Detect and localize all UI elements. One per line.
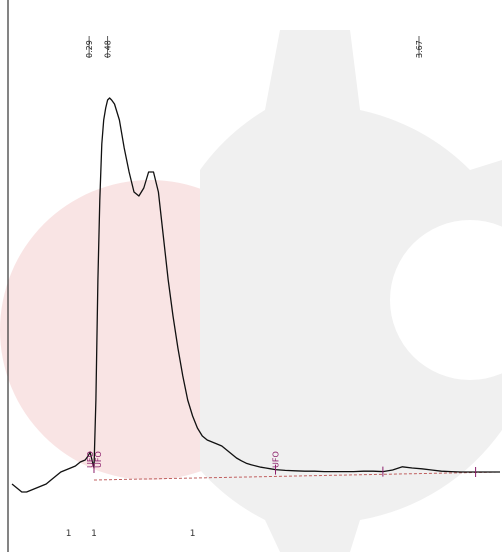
watermark-gear-hole [390,220,502,380]
peak-label: 0.29 [85,40,94,58]
ticks-group: 1 1 1 [66,529,196,539]
event-label: UFO [86,451,95,468]
tick-label: 1 [66,529,72,539]
tick-label: 1 [91,529,97,539]
watermark [0,30,502,552]
peak-label: 3.67 [415,40,424,58]
markers-group [93,463,477,477]
event-label: UFO [94,451,103,468]
trace-group [11,97,500,493]
baseline-dashed [93,471,501,481]
tick-label: 1 [190,529,196,539]
watermark-gear [200,30,502,552]
baseline-group [93,471,501,481]
event-label: UFO [272,451,281,468]
peak-label: 0.48 [104,40,113,58]
chromatogram-trace [11,97,500,493]
